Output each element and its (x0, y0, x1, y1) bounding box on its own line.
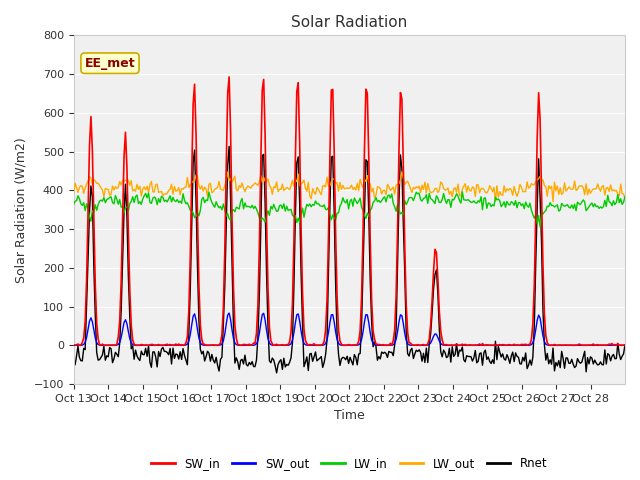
Text: EE_met: EE_met (84, 57, 135, 70)
X-axis label: Time: Time (334, 409, 365, 422)
Legend: SW_in, SW_out, LW_in, LW_out, Rnet: SW_in, SW_out, LW_in, LW_out, Rnet (147, 453, 552, 475)
Title: Solar Radiation: Solar Radiation (291, 15, 408, 30)
Y-axis label: Solar Radiation (W/m2): Solar Radiation (W/m2) (15, 137, 28, 283)
